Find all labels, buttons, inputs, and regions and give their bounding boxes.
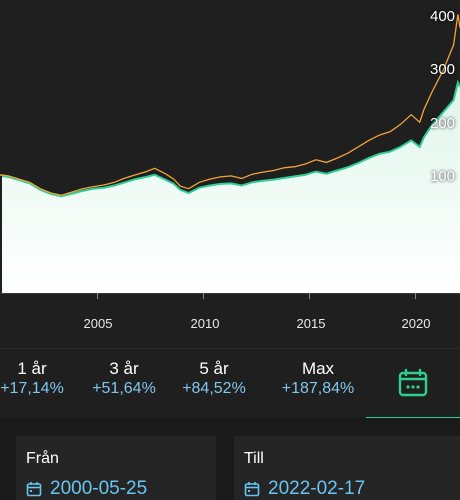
y-tick-label: 200 xyxy=(430,115,456,132)
portfolio-line xyxy=(0,79,460,198)
y-tick-label: 400 xyxy=(430,8,456,25)
to-date-field[interactable]: Till 2022-02-17 xyxy=(234,436,460,500)
chart-svg xyxy=(0,14,460,299)
period-selector: 1 år +17,14% 3 år +51,64% 5 år +84,52% M… xyxy=(0,348,460,420)
period-label: 3 år xyxy=(109,359,139,378)
to-date-title: Till xyxy=(244,450,264,467)
period-label: 1 år xyxy=(17,359,47,378)
x-tick-label: 2020 xyxy=(401,316,431,331)
from-date-title: Från xyxy=(26,450,59,467)
period-change: +17,14% xyxy=(0,380,64,397)
period-5-years[interactable]: 5 år +84,52% xyxy=(176,359,252,399)
x-tick-label: 2005 xyxy=(83,316,113,331)
from-date-value: 2000-05-25 xyxy=(50,478,148,499)
period-3-years[interactable]: 3 år +51,64% xyxy=(86,359,162,399)
index-line xyxy=(0,14,460,196)
calendar-icon xyxy=(244,481,260,497)
period-max[interactable]: Max +187,84% xyxy=(272,359,364,399)
period-1-year[interactable]: 1 år +17,14% xyxy=(0,359,70,399)
to-date-value-row: 2022-02-17 xyxy=(244,478,365,500)
period-label: 5 år xyxy=(199,359,229,378)
period-change: +187,84% xyxy=(281,380,355,397)
performance-chart[interactable]: 400 300 200 100 2005 2010 2015 2020 xyxy=(0,0,460,335)
to-date-value: 2022-02-17 xyxy=(268,478,366,499)
calendar-icon xyxy=(26,481,42,497)
date-range: Från 2000-05-25 Till xyxy=(0,418,460,500)
period-custom-tab[interactable] xyxy=(366,349,460,420)
x-tick-label: 2015 xyxy=(296,316,326,331)
from-date-field[interactable]: Från 2000-05-25 xyxy=(16,436,216,500)
period-change: +84,52% xyxy=(182,380,246,397)
y-tick-label: 100 xyxy=(430,168,456,185)
period-change: +51,64% xyxy=(92,380,156,397)
x-tick-label: 2010 xyxy=(190,316,220,331)
period-label: Max xyxy=(301,359,335,378)
portfolio-area xyxy=(0,82,460,293)
calendar-icon xyxy=(398,368,428,397)
from-date-value-row: 2000-05-25 xyxy=(26,478,147,500)
y-tick-label: 300 xyxy=(430,61,456,78)
